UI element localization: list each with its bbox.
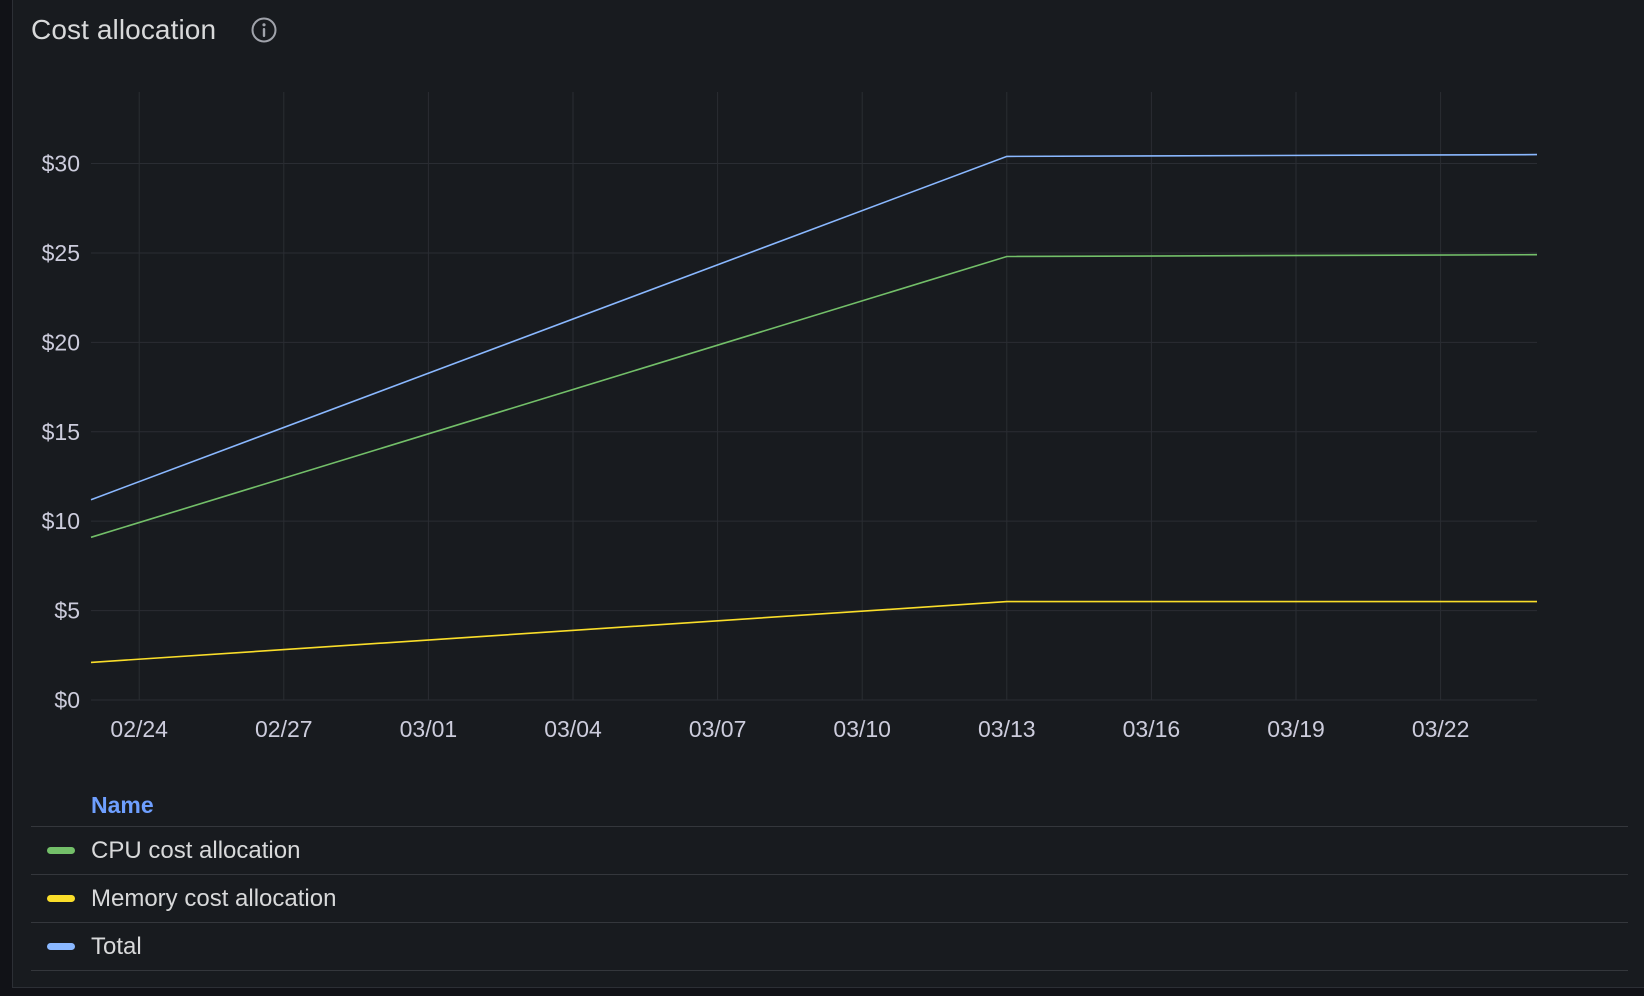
legend-swatch	[47, 847, 75, 854]
x-tick-label: 03/10	[833, 716, 891, 742]
panel-title: Cost allocation	[31, 14, 217, 45]
x-tick-label: 03/01	[400, 716, 458, 742]
y-tick-label: $20	[42, 329, 80, 355]
y-tick-label: $15	[42, 419, 80, 445]
y-axis: $0 $5 $10 $15 $20 $25 $30	[42, 151, 80, 713]
chart-grid	[91, 92, 1537, 701]
legend-item[interactable]: CPU cost allocation	[31, 827, 1628, 875]
series-line-cpu-cost-allocation[interactable]	[90, 253, 1538, 539]
legend-name-header[interactable]: Name	[31, 784, 1628, 827]
x-tick-label: 03/19	[1267, 716, 1325, 742]
cost-allocation-panel: Cost allocation $0 $5 $10 $15 $20 $25 $30 02/2…	[12, 0, 1644, 988]
y-tick-label: $5	[54, 598, 80, 624]
legend-label: CPU cost allocation	[91, 836, 301, 864]
x-axis: 02/24 02/27 03/01 03/04 03/07 03/10 03/13 03/16…	[110, 716, 1469, 742]
legend-item[interactable]: Memory cost allocation	[31, 875, 1628, 923]
x-tick-label: 03/13	[978, 716, 1036, 742]
legend-label: Memory cost allocation	[91, 884, 337, 912]
y-tick-label: $30	[42, 151, 80, 177]
legend: Name CPU cost allocation Memory cost allo…	[31, 784, 1628, 971]
x-tick-label: 03/16	[1123, 716, 1181, 742]
panel-header: Cost allocation	[31, 10, 278, 50]
x-tick-label: 02/24	[110, 716, 168, 742]
x-tick-label: 03/04	[544, 716, 602, 742]
chart-series	[90, 153, 1538, 664]
series-line-memory-cost-allocation[interactable]	[90, 600, 1537, 664]
line-chart[interactable]: $0 $5 $10 $15 $20 $25 $30 02/24 02/27 03/01 03/04…	[13, 0, 1644, 780]
legend-rows: CPU cost allocation Memory cost allocatio…	[31, 827, 1628, 971]
x-tick-label: 03/22	[1412, 716, 1470, 742]
x-tick-label: 02/27	[255, 716, 313, 742]
x-tick-label: 03/07	[689, 716, 747, 742]
legend-item[interactable]: Total	[31, 923, 1628, 971]
legend-swatch	[47, 895, 75, 902]
y-tick-label: $0	[54, 687, 80, 713]
info-circle-icon[interactable]	[250, 16, 278, 44]
y-tick-label: $25	[42, 240, 80, 266]
legend-swatch	[47, 943, 75, 950]
y-tick-label: $10	[42, 508, 80, 534]
series-line-total[interactable]	[90, 153, 1538, 501]
legend-label: Total	[91, 932, 142, 960]
